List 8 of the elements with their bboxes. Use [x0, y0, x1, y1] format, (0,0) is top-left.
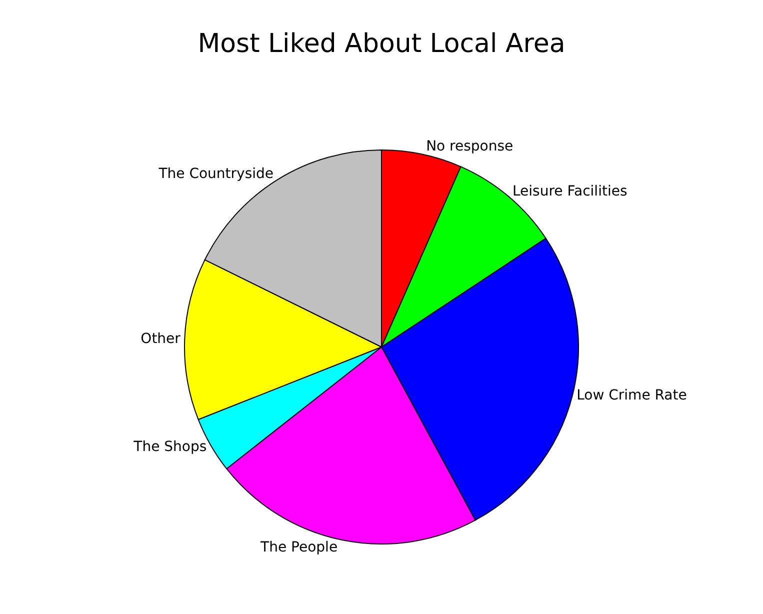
slice-label: The People	[260, 540, 338, 556]
slice-label: The Shops	[132, 439, 207, 456]
slice-label: No response	[426, 138, 514, 155]
chart-title: Most Liked About Local Area	[198, 29, 566, 60]
slice-label: The Countryside	[158, 166, 274, 182]
slice-label: Leisure Facilities	[512, 184, 628, 200]
slice-label: Other	[140, 330, 181, 347]
slice-label: Low Crime Rate	[576, 387, 687, 404]
